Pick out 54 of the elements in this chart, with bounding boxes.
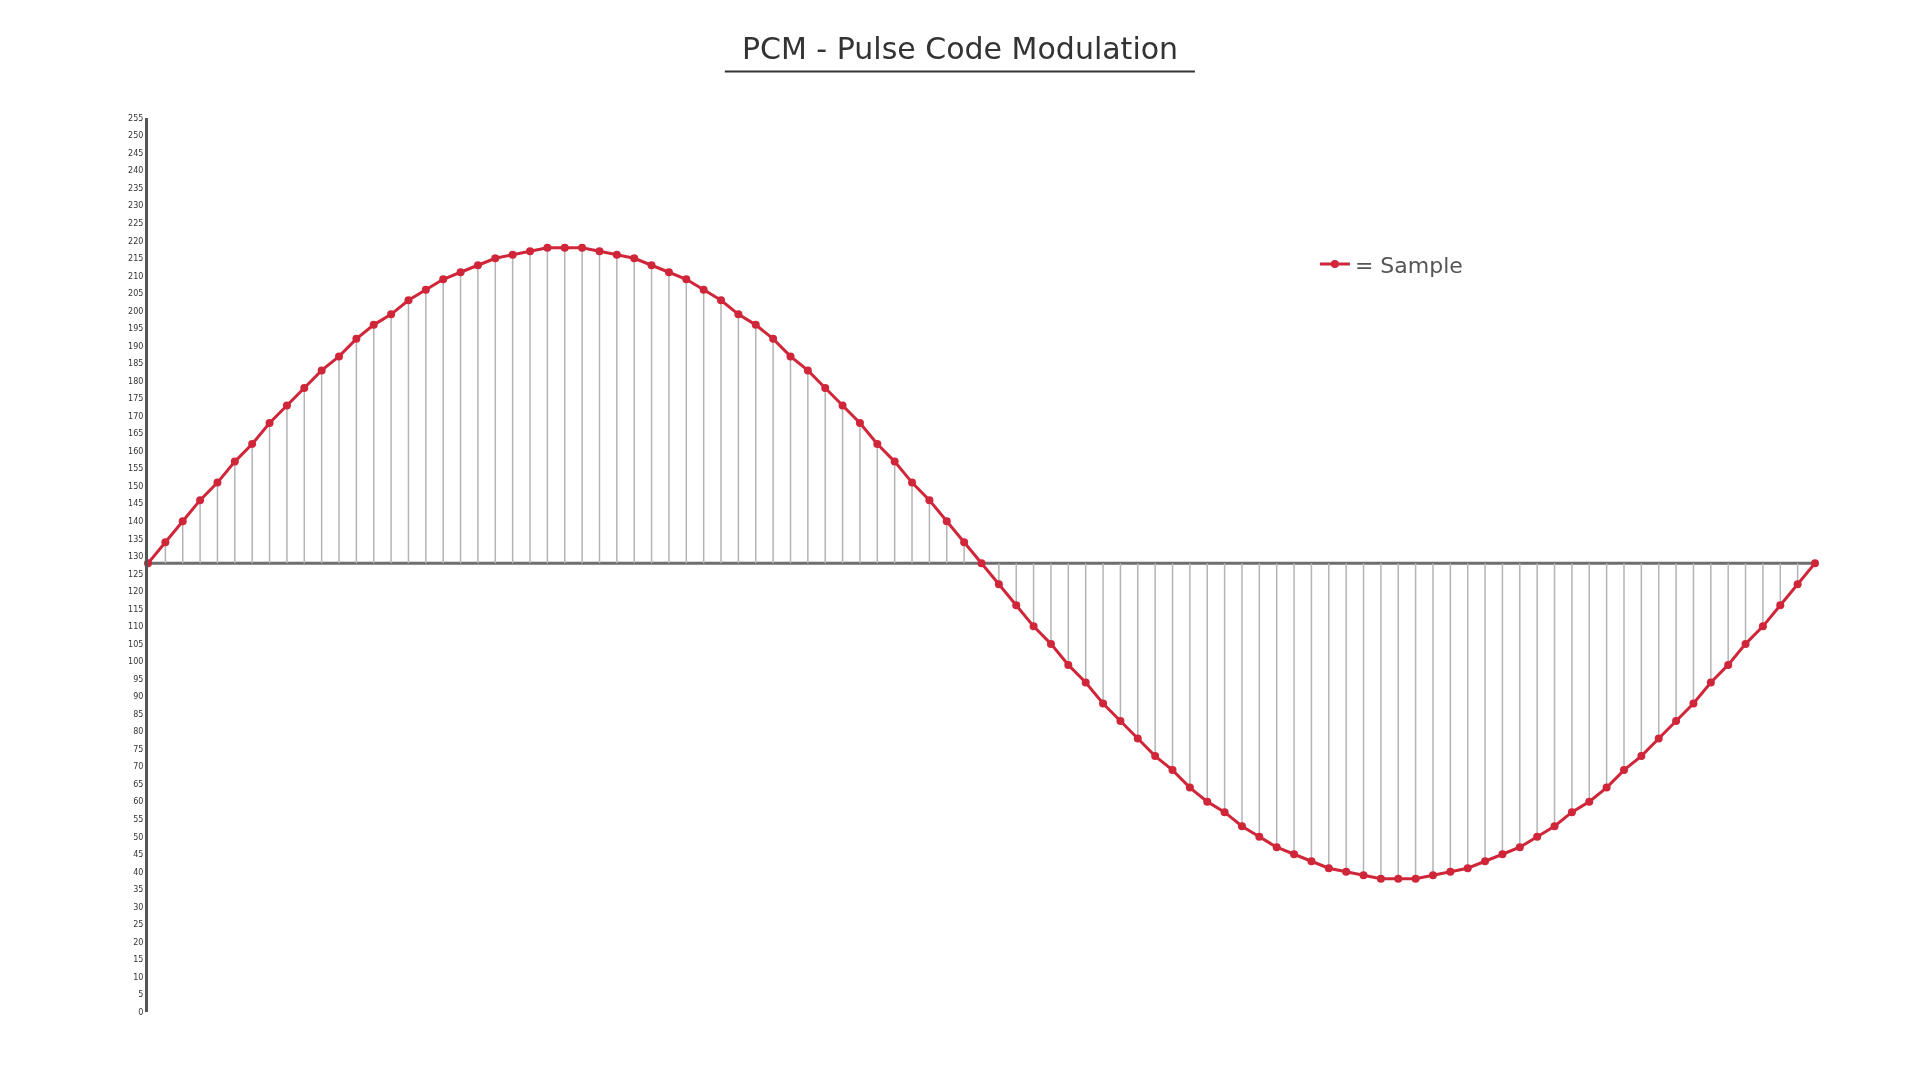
y-tick-label: 245 [128,148,144,158]
y-tick-label: 100 [128,657,144,667]
y-tick-label: 80 [133,727,144,737]
y-tick-label: 85 [133,709,144,719]
y-tick-label: 20 [133,937,144,947]
y-tick-label: 105 [128,639,144,649]
y-tick-label: 225 [128,218,144,228]
y-tick-label: 130 [128,552,144,562]
y-tick-label: 185 [128,359,144,369]
y-tick-label: 50 [133,832,144,842]
y-tick-label: 240 [128,166,144,176]
y-tick-label: 10 [133,972,144,982]
chart-title: PCM - Pulse Code Modulation [741,30,1179,66]
y-tick-label: 30 [133,902,144,912]
y-tick-label: 25 [133,920,144,930]
y-tick-label: 135 [128,534,144,544]
y-tick-label: 165 [128,429,144,439]
y-tick-label: 255 [128,113,144,123]
y-tick-label: 140 [128,516,144,526]
legend-label: = Sample [1354,252,1463,278]
y-tick-label: 250 [128,131,144,141]
y-tick-label: 155 [128,464,144,474]
y-tick-label: 110 [128,622,144,632]
y-tick-label: 75 [133,744,144,754]
y-tick-label: 220 [128,236,144,246]
y-tick-label: 15 [133,955,144,965]
y-tick-label: 180 [128,376,144,386]
y-tick-label: 60 [133,797,144,807]
y-tick-label: 230 [128,201,144,211]
y-tick-label: 210 [128,271,144,281]
y-tick-label: 90 [133,692,144,702]
y-tick-label: 175 [128,394,144,404]
y-tick-label: 145 [128,499,144,509]
y-tick-label: 5 [138,990,144,1000]
y-tick-label: 195 [128,324,144,334]
y-tick-label: 215 [128,254,144,264]
y-tick-label: 115 [128,604,144,614]
y-tick-label: 40 [133,867,144,877]
y-tick-label: 0 [138,1007,144,1017]
y-tick-label: 70 [133,762,144,772]
y-tick-label: 35 [133,885,144,895]
y-tick-label: 120 [128,587,144,597]
y-tick-label: 205 [128,289,144,299]
y-tick-label: 55 [133,814,144,824]
y-tick-label: 160 [128,446,144,456]
y-tick-label: 190 [128,341,144,351]
y-tick-label: 150 [128,481,144,491]
y-tick-label: 95 [133,674,144,684]
y-tick-label: 65 [133,779,144,789]
y-tick-label: 170 [128,411,144,421]
y-tick-label: 45 [133,850,144,860]
y-tick-label: 200 [128,306,144,316]
y-tick-label: 235 [128,183,144,193]
y-tick-label: 125 [128,569,144,579]
